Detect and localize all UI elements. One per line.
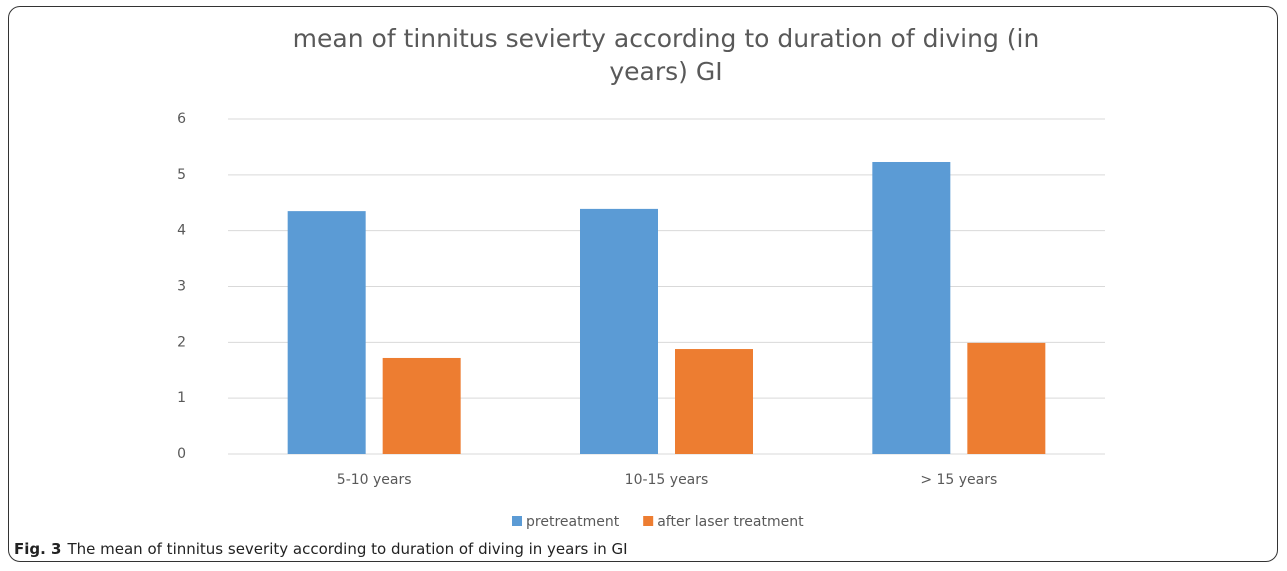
bar	[287, 211, 366, 454]
bar	[580, 208, 658, 454]
x-tick-label: 5-10 years	[337, 472, 412, 488]
bar	[872, 161, 951, 454]
caption-text: The mean of tinnitus severity according …	[67, 540, 628, 558]
figure-frame	[8, 6, 1278, 562]
y-tick-label: 3	[177, 279, 186, 295]
y-tick-label: 1	[177, 390, 186, 406]
caption: Fig. 3 The mean of tinnitus severity acco…	[14, 540, 628, 558]
legend-swatch	[643, 516, 654, 526]
y-tick-label: 6	[177, 111, 186, 127]
legend-label: pretreatment	[526, 514, 620, 530]
y-tick-label: 4	[177, 223, 186, 239]
x-tick-label: 10-15 years	[625, 472, 709, 488]
y-tick-label: 2	[177, 334, 186, 350]
chart-title: mean of tinnitus sevierty according to d…	[292, 24, 1040, 86]
y-tick-label: 0	[177, 446, 186, 462]
legend-swatch	[512, 516, 522, 526]
bar	[382, 357, 461, 454]
caption-label: Fig. 3	[14, 540, 62, 558]
y-tick-label: 5	[177, 167, 186, 183]
bar	[675, 349, 753, 454]
legend-label: after laser treatment	[657, 514, 804, 530]
bar	[967, 342, 1046, 454]
x-tick-label: > 15 years	[920, 472, 997, 488]
